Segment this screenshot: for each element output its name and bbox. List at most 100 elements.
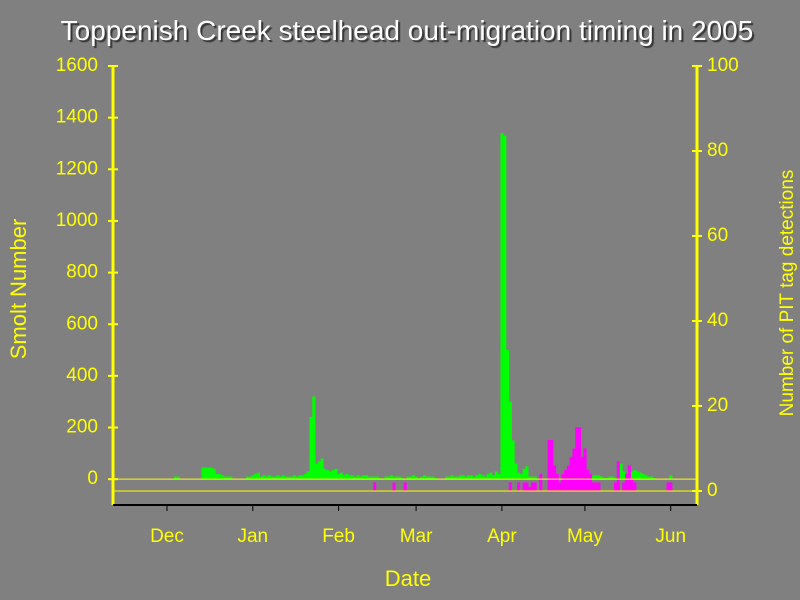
bar bbox=[226, 476, 230, 480]
bar bbox=[533, 476, 537, 480]
bar bbox=[558, 482, 562, 491]
bar bbox=[245, 476, 249, 480]
bar bbox=[456, 476, 460, 480]
bar bbox=[359, 476, 363, 480]
bar bbox=[270, 476, 274, 480]
bar bbox=[461, 475, 465, 480]
bar bbox=[331, 470, 335, 480]
bar bbox=[669, 475, 673, 480]
bar bbox=[514, 463, 518, 480]
bar bbox=[669, 482, 673, 491]
bar bbox=[223, 476, 227, 480]
bar bbox=[630, 478, 634, 491]
bar bbox=[251, 475, 255, 480]
bar bbox=[666, 482, 670, 491]
x-axis-title: Date bbox=[385, 566, 431, 591]
y-tick-label: 600 bbox=[66, 313, 98, 334]
bar bbox=[209, 467, 213, 480]
y-tick-label: 0 bbox=[87, 468, 98, 489]
bar bbox=[594, 475, 598, 480]
bar bbox=[580, 456, 584, 491]
bar bbox=[470, 475, 474, 480]
bar bbox=[641, 474, 645, 480]
y-tick-label: 1000 bbox=[56, 210, 98, 231]
bar bbox=[403, 482, 407, 491]
bar bbox=[212, 468, 216, 480]
bar bbox=[309, 417, 313, 480]
bar bbox=[566, 465, 570, 491]
bar bbox=[428, 476, 432, 480]
bar bbox=[494, 471, 499, 480]
bar bbox=[530, 482, 535, 491]
bar bbox=[533, 482, 537, 491]
bar bbox=[561, 473, 565, 491]
bar bbox=[649, 476, 654, 480]
bar bbox=[530, 476, 535, 480]
bar bbox=[262, 475, 266, 480]
bar bbox=[583, 448, 587, 491]
bar bbox=[572, 448, 576, 491]
bar bbox=[445, 476, 449, 480]
bar bbox=[425, 476, 429, 480]
bar bbox=[647, 476, 651, 480]
bar bbox=[467, 475, 471, 480]
bar bbox=[458, 475, 463, 480]
bar bbox=[342, 475, 346, 480]
bar bbox=[326, 470, 330, 480]
y-tick-label: 1600 bbox=[56, 55, 98, 76]
x-tick-label: Apr bbox=[487, 526, 517, 547]
bar bbox=[613, 482, 618, 491]
bar bbox=[265, 476, 269, 480]
bar bbox=[176, 476, 180, 480]
bar bbox=[522, 482, 526, 491]
bar bbox=[387, 476, 391, 480]
bar bbox=[511, 440, 515, 480]
bar bbox=[633, 470, 637, 480]
bar bbox=[298, 475, 302, 480]
bar bbox=[503, 135, 507, 480]
bar bbox=[586, 469, 590, 491]
y2-tick-label: 40 bbox=[707, 310, 728, 331]
bar bbox=[638, 472, 642, 480]
bar bbox=[173, 476, 177, 480]
bar bbox=[525, 466, 529, 480]
bar bbox=[625, 473, 629, 491]
bar bbox=[273, 476, 277, 480]
bar bbox=[508, 401, 512, 480]
bar bbox=[633, 482, 637, 491]
bar bbox=[611, 476, 615, 480]
bar bbox=[616, 461, 620, 491]
bar bbox=[312, 396, 316, 480]
bar bbox=[594, 482, 598, 491]
y-tick-label: 400 bbox=[66, 365, 98, 386]
bar bbox=[248, 476, 252, 480]
y2-axis-title: Number of PIT tag detections bbox=[777, 170, 798, 417]
bar bbox=[207, 467, 211, 480]
y-tick-label: 200 bbox=[66, 417, 98, 438]
bar bbox=[652, 477, 656, 480]
bar bbox=[547, 439, 551, 491]
bar bbox=[608, 476, 612, 480]
bar bbox=[306, 471, 310, 480]
bar bbox=[622, 482, 626, 491]
bar bbox=[597, 475, 601, 480]
bar bbox=[348, 475, 352, 480]
bar bbox=[259, 476, 263, 480]
bar bbox=[328, 471, 332, 480]
bar bbox=[431, 476, 435, 480]
bar bbox=[281, 475, 285, 480]
bar bbox=[370, 476, 374, 480]
bar bbox=[528, 486, 532, 491]
bar bbox=[489, 472, 493, 480]
bar bbox=[267, 475, 272, 480]
bar bbox=[398, 476, 402, 480]
bar bbox=[508, 482, 512, 491]
bar bbox=[472, 476, 476, 480]
bar bbox=[411, 475, 415, 480]
bar bbox=[295, 476, 299, 480]
bar bbox=[290, 476, 294, 480]
bar bbox=[577, 427, 582, 491]
bar bbox=[417, 477, 421, 480]
bar bbox=[517, 472, 521, 480]
